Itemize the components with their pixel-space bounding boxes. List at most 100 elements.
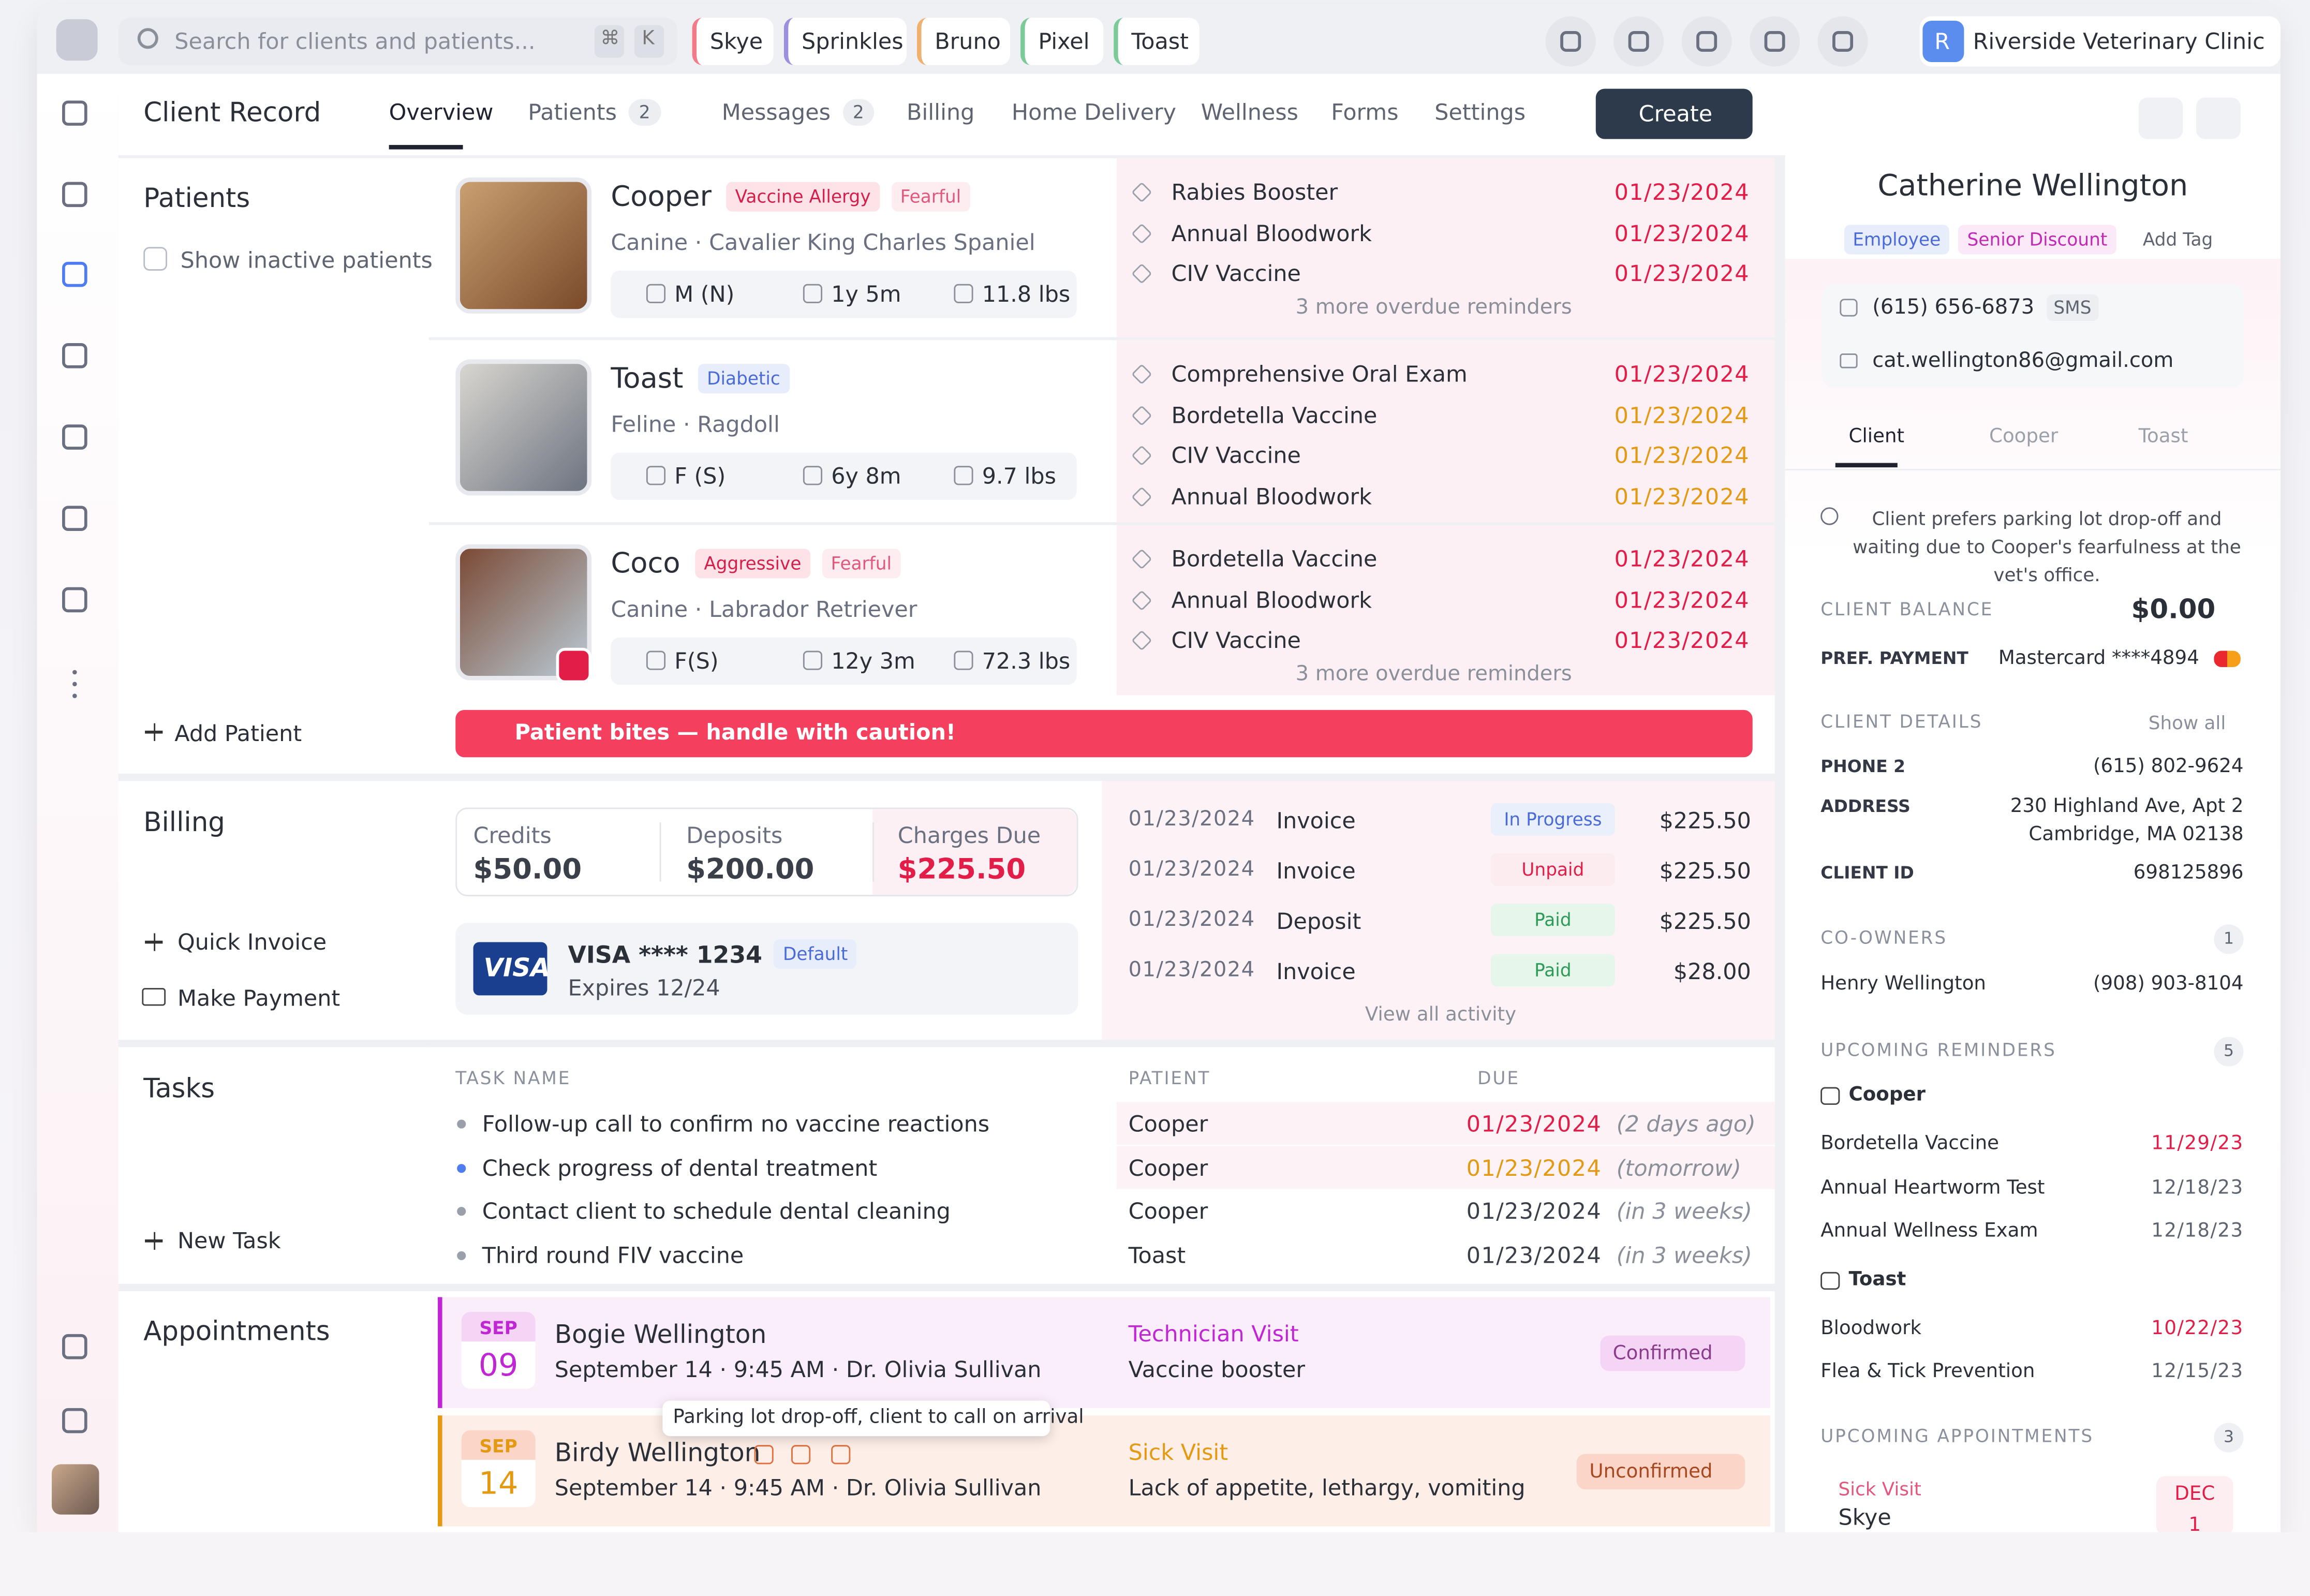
open-tab[interactable] <box>1114 18 1200 65</box>
activity-type: Invoice <box>1276 807 1356 834</box>
next-appointment-patient: Skye <box>1838 1504 1891 1531</box>
open-tab-label[interactable]: Bruno <box>935 28 1001 55</box>
sms-badge: SMS <box>2046 294 2099 321</box>
nav-tab[interactable]: Billing <box>907 99 974 125</box>
open-tab-label[interactable]: Skye <box>709 28 763 55</box>
count: 1 <box>2224 928 2234 948</box>
client-tab[interactable]: Cooper <box>1989 426 2059 448</box>
patient-heading: Cooper Vaccine Allergy Fearful <box>611 181 970 213</box>
toolbar-button[interactable] <box>1545 16 1596 67</box>
detail-value: 230 Highland Ave, Apt 2 <box>2010 795 2244 818</box>
appointment-reason: Vaccine booster <box>1128 1356 1305 1383</box>
plus <box>153 932 156 951</box>
view-all-link[interactable]: View all activity <box>1365 1004 1517 1027</box>
more-reminders[interactable]: 3 more overdue reminders <box>1295 295 1572 320</box>
status-pill[interactable]: Unconfirmed <box>1576 1454 1745 1490</box>
toolbar-button[interactable] <box>1613 16 1664 67</box>
column-header: PATIENT <box>1128 1068 1211 1089</box>
divider <box>428 522 1775 525</box>
toolbar-button[interactable] <box>1750 16 1800 67</box>
open-tab-label[interactable]: Toast <box>1131 28 1189 55</box>
client-tab[interactable]: Toast <box>2138 426 2188 448</box>
status-pill[interactable]: Confirmed <box>1599 1335 1745 1371</box>
stats-box <box>611 637 1077 685</box>
create-button[interactable] <box>1595 88 1753 139</box>
add-tag: Add Tag <box>2142 229 2213 250</box>
phone-icon <box>1840 299 1858 317</box>
reminder-name: CIV Vaccine <box>1171 627 1301 654</box>
activity-type: Invoice <box>1276 958 1356 985</box>
column-header: DUE <box>1477 1068 1520 1089</box>
section-label: CLIENT BALANCE <box>1820 599 1994 620</box>
new-task[interactable]: New Task <box>177 1228 281 1254</box>
task-bullet <box>457 1163 466 1172</box>
reminder-name: Bloodwork <box>1820 1317 1921 1339</box>
card-brand: VISA <box>483 954 550 984</box>
patient-age: 12y 3m <box>831 647 915 675</box>
toolbar-button[interactable] <box>1817 16 1868 67</box>
open-tab-label[interactable]: Pixel <box>1038 28 1090 55</box>
clinic-initial: R <box>1934 28 1950 55</box>
reminder-date: 01/23/2024 <box>1614 401 1750 428</box>
card-box <box>455 923 1078 1015</box>
task-patient: Cooper <box>1128 1154 1208 1181</box>
create-label[interactable]: Create <box>1638 100 1713 127</box>
open-tab[interactable] <box>1020 18 1104 65</box>
client-tag: Employee <box>1844 225 1950 255</box>
nav-tab[interactable]: Wellness <box>1201 99 1298 125</box>
checkbox[interactable] <box>143 247 167 271</box>
client-tag: Senior Discount <box>1958 225 2116 255</box>
patient-sex: F (S) <box>674 463 726 490</box>
card-expiry: Expires 12/24 <box>568 974 720 1001</box>
nav-icon <box>62 100 87 126</box>
activity-amount: $225.50 <box>1659 807 1751 834</box>
open-tab[interactable] <box>692 18 774 65</box>
patient-sex: F(S) <box>674 647 719 675</box>
appointment-reason: Lack of appetite, lethargy, vomiting <box>1128 1474 1526 1501</box>
date-month-bg <box>461 1312 536 1342</box>
nav-tab[interactable]: Patients 2 <box>528 99 661 126</box>
billing-action[interactable]: Quick Invoice <box>177 928 327 956</box>
task-due: 01/23/2024 <box>1466 1198 1602 1225</box>
summary-value: $200.00 <box>686 853 815 886</box>
stats-box <box>611 452 1077 500</box>
nav-tab-label: Settings <box>1434 99 1526 126</box>
open-tab-label[interactable]: Sprinkles <box>802 28 904 55</box>
card-badge: Default <box>774 939 857 969</box>
patient-weight: 9.7 lbs <box>982 463 1057 490</box>
phone-row: (615) 656-6873 SMS <box>1872 294 2099 321</box>
count: 5 <box>2224 1041 2234 1061</box>
co-owner-name: Henry Wellington <box>1820 973 1986 996</box>
toolbar-button[interactable] <box>1681 16 1732 67</box>
more-reminders[interactable]: 3 more overdue reminders <box>1295 662 1572 687</box>
task-patient: Cooper <box>1128 1198 1208 1225</box>
add-patient[interactable]: Add Patient <box>174 720 302 747</box>
nav-tab[interactable]: Forms <box>1331 99 1398 125</box>
status-pill <box>1490 954 1615 987</box>
show-all[interactable]: Show all <box>2148 711 2226 734</box>
section-title: Appointments <box>143 1316 330 1348</box>
panel-button[interactable] <box>2196 97 2241 139</box>
open-tab[interactable] <box>916 18 1011 65</box>
nav-tab[interactable]: Overview <box>389 99 494 125</box>
reminder-date: 12/15/23 <box>2151 1361 2244 1383</box>
date-day: 09 <box>478 1347 519 1383</box>
billing-action[interactable]: Make Payment <box>177 985 340 1012</box>
nav-tab[interactable]: Messages 2 <box>722 99 875 126</box>
nav-tab[interactable]: Home Delivery <box>1012 99 1176 125</box>
task-patient: Cooper <box>1128 1111 1208 1137</box>
activity-type: Invoice <box>1276 858 1356 885</box>
clinic-switcher[interactable] <box>1919 16 2281 67</box>
client-tab[interactable]: Client <box>1848 426 1905 448</box>
client-tags: Employee Senior Discount Add Tag <box>1785 225 2281 255</box>
nav-tab[interactable]: Settings <box>1434 99 1526 125</box>
nav-icon <box>62 1334 87 1359</box>
nav-icon <box>62 506 87 531</box>
appointment-icon <box>754 1445 774 1465</box>
nav-icon <box>62 587 87 613</box>
panel-button[interactable] <box>2138 97 2183 139</box>
open-tab[interactable] <box>783 18 907 65</box>
section-label-col <box>118 1291 429 1532</box>
appointment-card <box>437 1297 1771 1408</box>
